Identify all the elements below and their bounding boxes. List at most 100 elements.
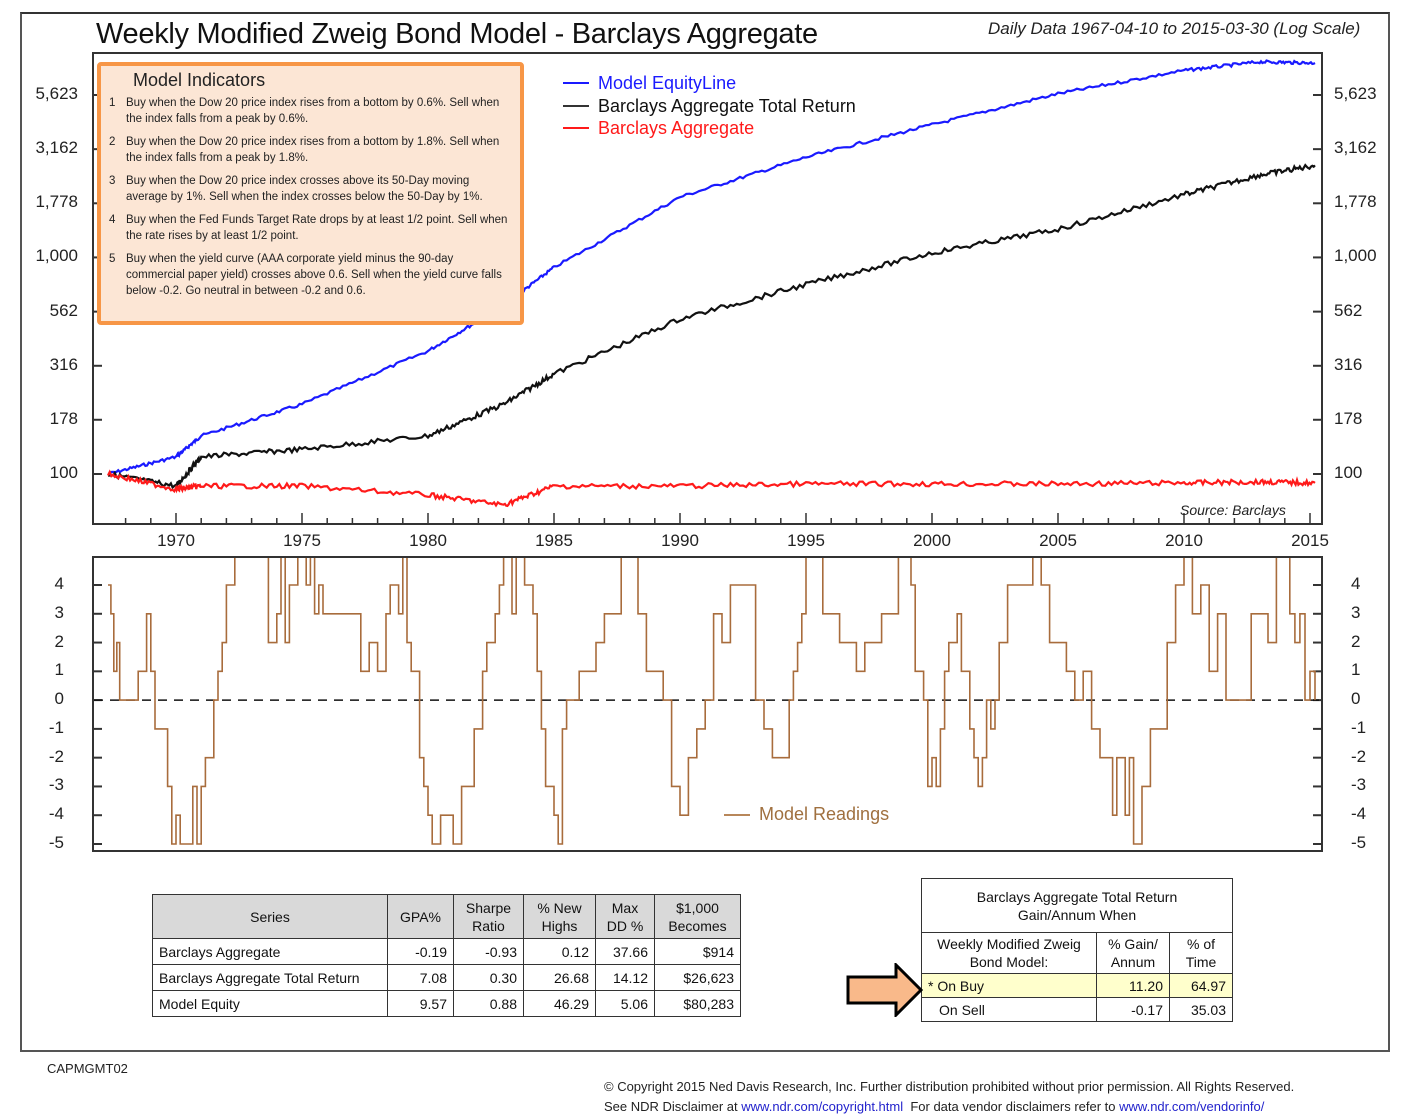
cell: 37.66 (596, 939, 655, 965)
cell: 46.29 (524, 991, 596, 1017)
legend-swatch (563, 127, 589, 129)
y-tick-label: 1,000 (1334, 246, 1398, 266)
legend-item-aggregate: Barclays Aggregate (563, 117, 856, 140)
y-tick-label: -4 (1351, 804, 1410, 824)
y-tick-label: 4 (1351, 574, 1410, 594)
y-tick-label: 3,162 (14, 138, 78, 158)
readings-line (108, 558, 1315, 844)
legend-label: Model Readings (759, 804, 889, 825)
y-tick-label: 0 (0, 689, 64, 709)
title-line: Barclays Aggregate Total Return (977, 889, 1178, 905)
table-row: Model Equity 9.57 0.88 46.29 5.06 $80,28… (153, 991, 741, 1017)
performance-stats-table: Series GPA% Sharpe Ratio % New Highs Max… (152, 894, 741, 1017)
y-tick-label: 5,623 (1334, 84, 1398, 104)
cell: * On Buy (922, 974, 1097, 998)
cell: On Sell (922, 998, 1097, 1022)
x-tick-label: 2000 (902, 531, 962, 551)
indicator-text: Buy when the Fed Funds Target Rate drops… (126, 212, 510, 244)
legend-swatch (563, 82, 589, 84)
col-header: % Gain/ Annum (1097, 933, 1170, 974)
indicator-num: 1 (109, 95, 126, 127)
cell: 11.20 (1097, 974, 1170, 998)
title-line: Gain/Annum When (1018, 907, 1136, 923)
copyright-link[interactable]: www.ndr.com/copyright.html (741, 1099, 903, 1114)
indicator-item: 3Buy when the Dow 20 price index crosses… (109, 173, 510, 205)
copyright-footer: © Copyright 2015 Ned Davis Research, Inc… (604, 1077, 1294, 1117)
table-row: Barclays Aggregate -0.19 -0.93 0.12 37.6… (153, 939, 741, 965)
y-tick-label: 316 (14, 355, 78, 375)
y-tick-label: 1 (1351, 660, 1410, 680)
col-header: Series (153, 895, 388, 939)
x-tick-label: 1975 (272, 531, 332, 551)
indicator-text: Buy when the Dow 20 price index crosses … (126, 173, 510, 205)
cell: 7.08 (388, 965, 454, 991)
legend-item-equity: Model EquityLine (563, 72, 856, 95)
y-tick-label: 5,623 (14, 84, 78, 104)
y-tick-label: 3 (1351, 603, 1410, 623)
indicator-num: 2 (109, 134, 126, 166)
gain-per-annum-table: Barclays Aggregate Total Return Gain/Ann… (921, 878, 1233, 1022)
x-tick-label: 2010 (1154, 531, 1214, 551)
y-tick-label: -5 (0, 833, 64, 853)
indicator-text: Buy when the Dow 20 price index rises fr… (126, 134, 510, 166)
legend-label: Model EquityLine (598, 72, 736, 95)
indicators-title: Model Indicators (133, 70, 510, 91)
vendor-link[interactable]: www.ndr.com/vendorinfo/ (1119, 1099, 1264, 1114)
cell: $914 (655, 939, 741, 965)
legend-swatch (724, 814, 750, 816)
series-line (108, 472, 1315, 506)
y-tick-label: 2 (1351, 632, 1410, 652)
y-tick-label: 178 (14, 409, 78, 429)
y-tick-label: 1,778 (14, 192, 78, 212)
y-tick-label: 100 (1334, 463, 1398, 483)
table-row-on-buy: * On Buy 11.20 64.97 (922, 974, 1233, 998)
x-tick-label: 2015 (1280, 531, 1340, 551)
cell: 26.68 (524, 965, 596, 991)
indicator-item: 1Buy when the Dow 20 price index rises f… (109, 95, 510, 127)
y-tick-label: -1 (1351, 718, 1410, 738)
cell: -0.17 (1097, 998, 1170, 1022)
readings-plot-area (92, 556, 1323, 852)
cell: 35.03 (1170, 998, 1233, 1022)
readings-legend: Model Readings (724, 804, 889, 825)
cell: Model Equity (153, 991, 388, 1017)
y-tick-label: 3 (0, 603, 64, 623)
y-tick-label: -4 (0, 804, 64, 824)
x-tick-label: 1970 (146, 531, 206, 551)
y-tick-label: 178 (1334, 409, 1398, 429)
disclaimer-text: See NDR Disclaimer at (604, 1099, 741, 1114)
cell: Barclays Aggregate Total Return (153, 965, 388, 991)
col-header: $1,000 Becomes (655, 895, 741, 939)
cell: 0.12 (524, 939, 596, 965)
y-tick-label: -3 (1351, 775, 1410, 795)
y-tick-label: 562 (14, 301, 78, 321)
indicator-num: 5 (109, 251, 126, 299)
series-legend: Model EquityLine Barclays Aggregate Tota… (563, 72, 856, 140)
indicator-text: Buy when the Dow 20 price index rises fr… (126, 95, 510, 127)
chart-title: Weekly Modified Zweig Bond Model - Barcl… (96, 18, 818, 51)
y-tick-label: 1,778 (1334, 192, 1398, 212)
x-tick-label: 1995 (776, 531, 836, 551)
legend-item-total-return: Barclays Aggregate Total Return (563, 95, 856, 118)
table-row-on-sell: On Sell -0.17 35.03 (922, 998, 1233, 1022)
chart-code: CAPMGMT02 (47, 1061, 128, 1076)
col-header: % New Highs (524, 895, 596, 939)
cell: 0.88 (454, 991, 524, 1017)
col-header: Max DD % (596, 895, 655, 939)
indicator-num: 4 (109, 212, 126, 244)
y-tick-label: 562 (1334, 301, 1398, 321)
legend-swatch (563, 105, 589, 107)
y-tick-label: -5 (1351, 833, 1410, 853)
table-header-row: Series GPA% Sharpe Ratio % New Highs Max… (153, 895, 741, 939)
table-title: Barclays Aggregate Total Return Gain/Ann… (922, 879, 1233, 933)
copyright-text: © Copyright 2015 Ned Davis Research, Inc… (604, 1077, 1294, 1097)
cell: 14.12 (596, 965, 655, 991)
indicator-item: 2Buy when the Dow 20 price index rises f… (109, 134, 510, 166)
indicator-text: Buy when the yield curve (AAA corporate … (126, 251, 510, 299)
x-tick-label: 2005 (1028, 531, 1088, 551)
x-tick-label: 1990 (650, 531, 710, 551)
y-tick-label: 2 (0, 632, 64, 652)
source-note: Source: Barclays (1180, 502, 1286, 518)
y-tick-label: -1 (0, 718, 64, 738)
col-header: GPA% (388, 895, 454, 939)
